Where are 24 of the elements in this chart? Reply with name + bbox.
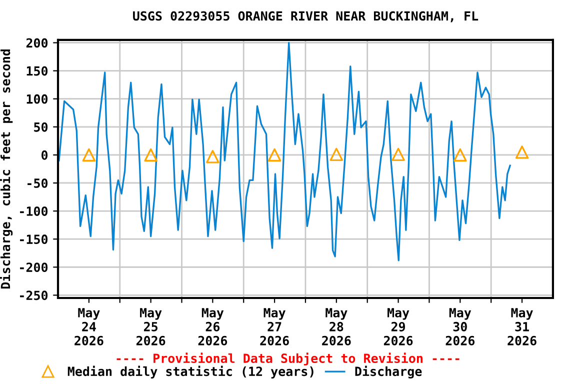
- y-tick-label: 150: [26, 66, 48, 76]
- x-tick-label: May 29 2026: [384, 308, 413, 346]
- y-tick-label: -200: [20, 262, 48, 272]
- line-series: [58, 42, 511, 262]
- chart-title: USGS 02293055 ORANGE RIVER NEAR BUCKINGHAM, FL: [133, 11, 478, 22]
- legend-label: Median daily statistic (12 years): [68, 366, 314, 378]
- x-tick-label: May 27 2026: [260, 308, 289, 346]
- y-tick-label: -100: [20, 206, 48, 216]
- x-tick-label: May 31 2026: [508, 308, 536, 346]
- x-tick-label: May 26 2026: [198, 308, 228, 346]
- y-tick-label: 50: [34, 122, 48, 132]
- text: ---- Provisional Data Subject to Revision ----: [116, 352, 460, 366]
- y-tick-label: -250: [20, 290, 48, 300]
- y-tick-label: -150: [20, 234, 48, 244]
- x-tick-label: May 24 2026: [74, 308, 104, 346]
- legend-label: Discharge: [355, 366, 422, 378]
- x-tick-label: May 28 2026: [322, 308, 351, 346]
- y-tick-label: 0: [42, 150, 48, 160]
- y-tick-label: 100: [26, 94, 48, 104]
- y-tick-label: 200: [26, 38, 48, 48]
- y-axis-title: Discharge, cubic feet per second: [0, 49, 13, 289]
- x-tick-label: May 25 2026: [136, 308, 166, 346]
- y-tick-label: -50: [28, 178, 48, 188]
- x-tick-label: May 30 2026: [446, 308, 475, 346]
